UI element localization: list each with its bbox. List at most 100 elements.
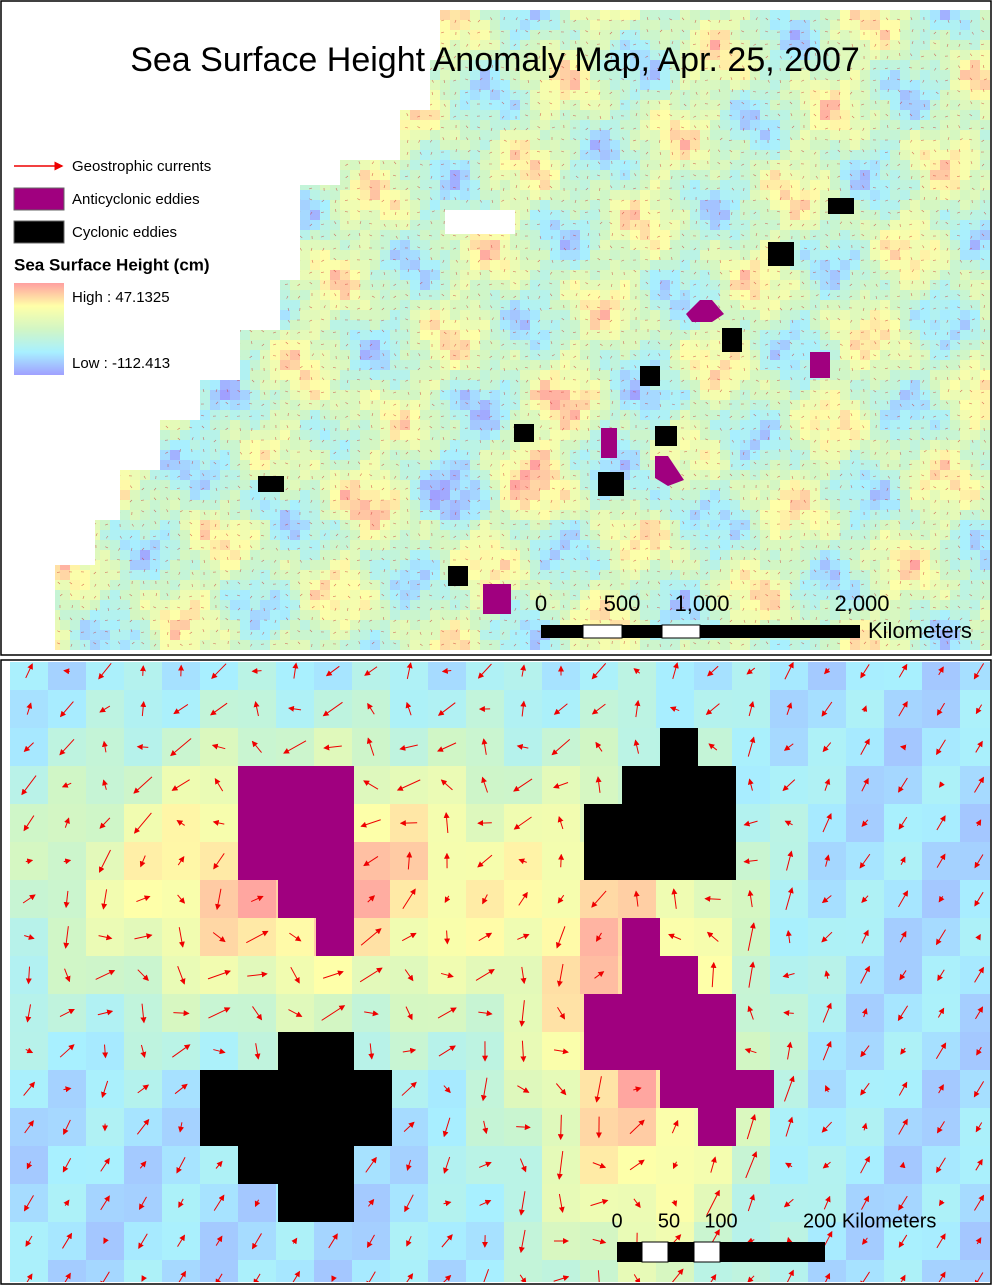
ssh-cell	[600, 90, 610, 100]
ssh-cell	[820, 220, 830, 230]
ssh-cell	[150, 530, 160, 540]
ssh-cell	[640, 490, 650, 500]
ssh-cell	[680, 440, 690, 450]
ssh-cell	[960, 80, 970, 90]
ssh-cell	[430, 180, 440, 190]
ssh-cell	[640, 180, 650, 190]
ssh-cell	[510, 130, 520, 140]
ssh-cell	[330, 450, 340, 460]
ssh-cell	[250, 210, 260, 220]
ssh-cell	[270, 290, 280, 300]
ssh-cell	[580, 520, 590, 530]
ssh-cell	[850, 260, 860, 270]
ssh-cell	[970, 490, 980, 500]
ssh-cell	[440, 30, 450, 40]
ssh-cell	[860, 330, 870, 340]
ssh-cell	[740, 470, 750, 480]
ssh-cell	[950, 110, 960, 120]
ssh-cell	[590, 510, 600, 520]
ssh-cell	[960, 430, 970, 440]
ssh-cell	[300, 10, 310, 20]
ssh-cell	[490, 240, 500, 250]
ssh-cell	[720, 500, 730, 510]
ssh-cell	[300, 360, 310, 370]
ssh-cell	[620, 270, 630, 280]
ssh-cell	[220, 510, 230, 520]
ssh-cell	[560, 340, 570, 350]
ssh-cell	[750, 110, 760, 120]
ssh-cell	[290, 210, 300, 220]
ssh-cell	[950, 490, 960, 500]
ssh-cell	[790, 180, 800, 190]
ssh-cell	[340, 220, 350, 230]
ssh-cell	[250, 450, 260, 460]
ssh-cell	[910, 510, 920, 520]
ssh-cell	[550, 170, 560, 180]
ssh-cell	[540, 350, 550, 360]
ssh-cell	[410, 430, 420, 440]
ssh-cell	[490, 400, 500, 410]
ssh-cell	[110, 240, 120, 250]
ssh-cell	[760, 100, 770, 110]
ssh-cell	[360, 240, 370, 250]
ssh-cell	[930, 150, 940, 160]
ssh-cell	[790, 90, 800, 100]
ssh-cell	[440, 290, 450, 300]
ssh-cell	[640, 480, 650, 490]
ssh-cell	[440, 130, 450, 140]
ssh-cell	[330, 160, 340, 170]
ssh-cell	[760, 490, 770, 500]
ssh-cell	[460, 10, 470, 20]
ssh-cell	[290, 120, 300, 130]
ssh-cell	[660, 290, 670, 300]
ssh-cell	[670, 450, 680, 460]
ssh-cell	[840, 110, 850, 120]
ssh-cell	[600, 160, 610, 170]
ssh-cell	[260, 280, 270, 290]
ssh-cell	[110, 30, 120, 40]
ssh-cell	[530, 170, 540, 180]
ssh-cell	[550, 350, 560, 360]
ssh-cell	[760, 370, 770, 380]
ssh-cell	[590, 150, 600, 160]
ssh-cell	[950, 400, 960, 410]
ssh-cell	[940, 400, 950, 410]
ssh-cell	[420, 400, 430, 410]
ssh-cell	[720, 480, 730, 490]
ssh-cell	[830, 350, 840, 360]
ssh-cell	[230, 310, 240, 320]
ssh-cell	[470, 180, 480, 190]
ssh-cell	[820, 140, 830, 150]
ssh-cell	[400, 400, 410, 410]
ssh-cell	[530, 300, 540, 310]
ssh-cell	[760, 230, 770, 240]
ssh-cell	[430, 140, 440, 150]
ssh-cell	[190, 20, 200, 30]
ssh-cell	[490, 150, 500, 160]
ssh-cell	[390, 210, 400, 220]
ssh-cell	[670, 490, 680, 500]
ssh-cell	[120, 50, 130, 60]
ssh-cell	[490, 480, 500, 490]
ssh-cell	[800, 380, 810, 390]
ssh-cell	[360, 400, 370, 410]
ssh-cell	[230, 190, 240, 200]
ssh-cell	[210, 440, 220, 450]
ssh-cell	[380, 330, 390, 340]
ssh-cell	[50, 140, 60, 150]
ssh-cell	[770, 140, 780, 150]
ssh-cell	[740, 480, 750, 490]
ssh-cell	[300, 420, 310, 430]
ssh-cell	[190, 310, 200, 320]
ssh-cell	[720, 230, 730, 240]
ssh-cell	[420, 500, 430, 510]
ssh-cell	[520, 380, 530, 390]
ssh-cell	[170, 10, 180, 20]
ssh-cell	[860, 480, 870, 490]
ssh-cell	[350, 480, 360, 490]
ssh-cell	[870, 450, 880, 460]
ssh-cell	[580, 90, 590, 100]
ssh-cell	[440, 190, 450, 200]
ssh-cell	[240, 310, 250, 320]
ssh-cell	[310, 430, 320, 440]
